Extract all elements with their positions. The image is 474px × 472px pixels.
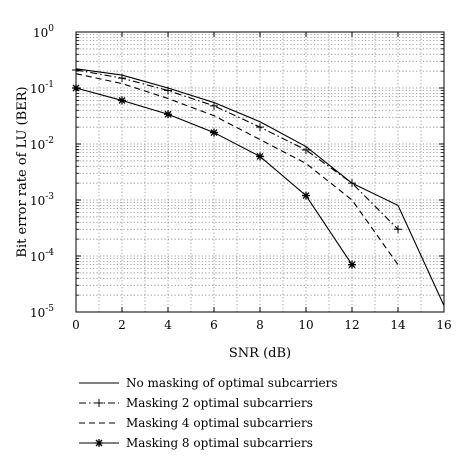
series-masking-2-optimal-subcarriers [72,65,402,234]
y-tick-label: 10-2 [30,136,54,152]
plus-marker [302,146,310,155]
legend-label: No masking of optimal subcarriers [126,376,338,390]
x-tick-label: 10 [298,318,313,332]
plus-marker [72,65,80,74]
series-line [75,68,445,306]
plus-marker [210,101,218,110]
series-no-masking-of-optimal-subcarriers [75,68,445,306]
series-line [75,69,399,230]
plus-marker [256,123,264,132]
legend: No masking of optimal subcarriers Masking… [79,376,338,450]
y-tick-label: 10-4 [30,248,54,264]
asterisk-marker [256,152,264,161]
x-tick-label: 6 [210,318,218,332]
plus-marker [95,399,103,407]
y-axis-label: Bit error rate of LU (BER) [15,86,30,257]
legend-item: Masking 2 optimal subcarriers [79,396,313,410]
asterisk-marker [348,260,356,269]
asterisk-marker [164,110,172,119]
data-series [72,65,445,306]
plus-marker [394,225,402,234]
y-tick-label: 10-3 [30,192,54,208]
plus-marker [118,74,126,83]
asterisk-marker [72,84,80,92]
asterisk-marker [118,96,126,105]
asterisk-marker [302,191,310,200]
y-tick-label: 10-5 [30,304,54,320]
plus-marker [348,179,356,188]
x-tick-label: 2 [118,318,126,332]
asterisk-marker [210,128,218,137]
x-tick-label: 4 [164,318,172,332]
asterisk-marker [95,439,103,447]
series-line [75,73,399,265]
series-masking-8-optimal-subcarriers [72,84,356,269]
legend-item: Masking 4 optimal subcarriers [79,416,313,430]
plus-marker [164,86,172,95]
x-tick-label: 16 [436,318,451,332]
y-tick-label: 10-1 [30,80,54,96]
x-tick-label: 12 [344,318,359,332]
x-tick-label: 0 [72,318,80,332]
grid-lines [76,32,444,312]
legend-label: Masking 8 optimal subcarriers [126,436,313,450]
series-masking-4-optimal-subcarriers [75,73,399,265]
legend-item: No masking of optimal subcarriers [79,376,338,390]
x-axis-label: SNR (dB) [229,346,291,361]
axis-ticks: 0 2 4 6 8 10 12 14 16 100 10-1 10-2 10-3 10-4 10-5 [30,24,452,332]
x-tick-label: 8 [256,318,264,332]
y-tick-label: 100 [33,24,54,40]
legend-item: Masking 8 optimal subcarriers [79,436,313,450]
legend-label: Masking 2 optimal subcarriers [126,396,313,410]
x-tick-label: 14 [390,318,406,332]
legend-label: Masking 4 optimal subcarriers [126,416,313,430]
